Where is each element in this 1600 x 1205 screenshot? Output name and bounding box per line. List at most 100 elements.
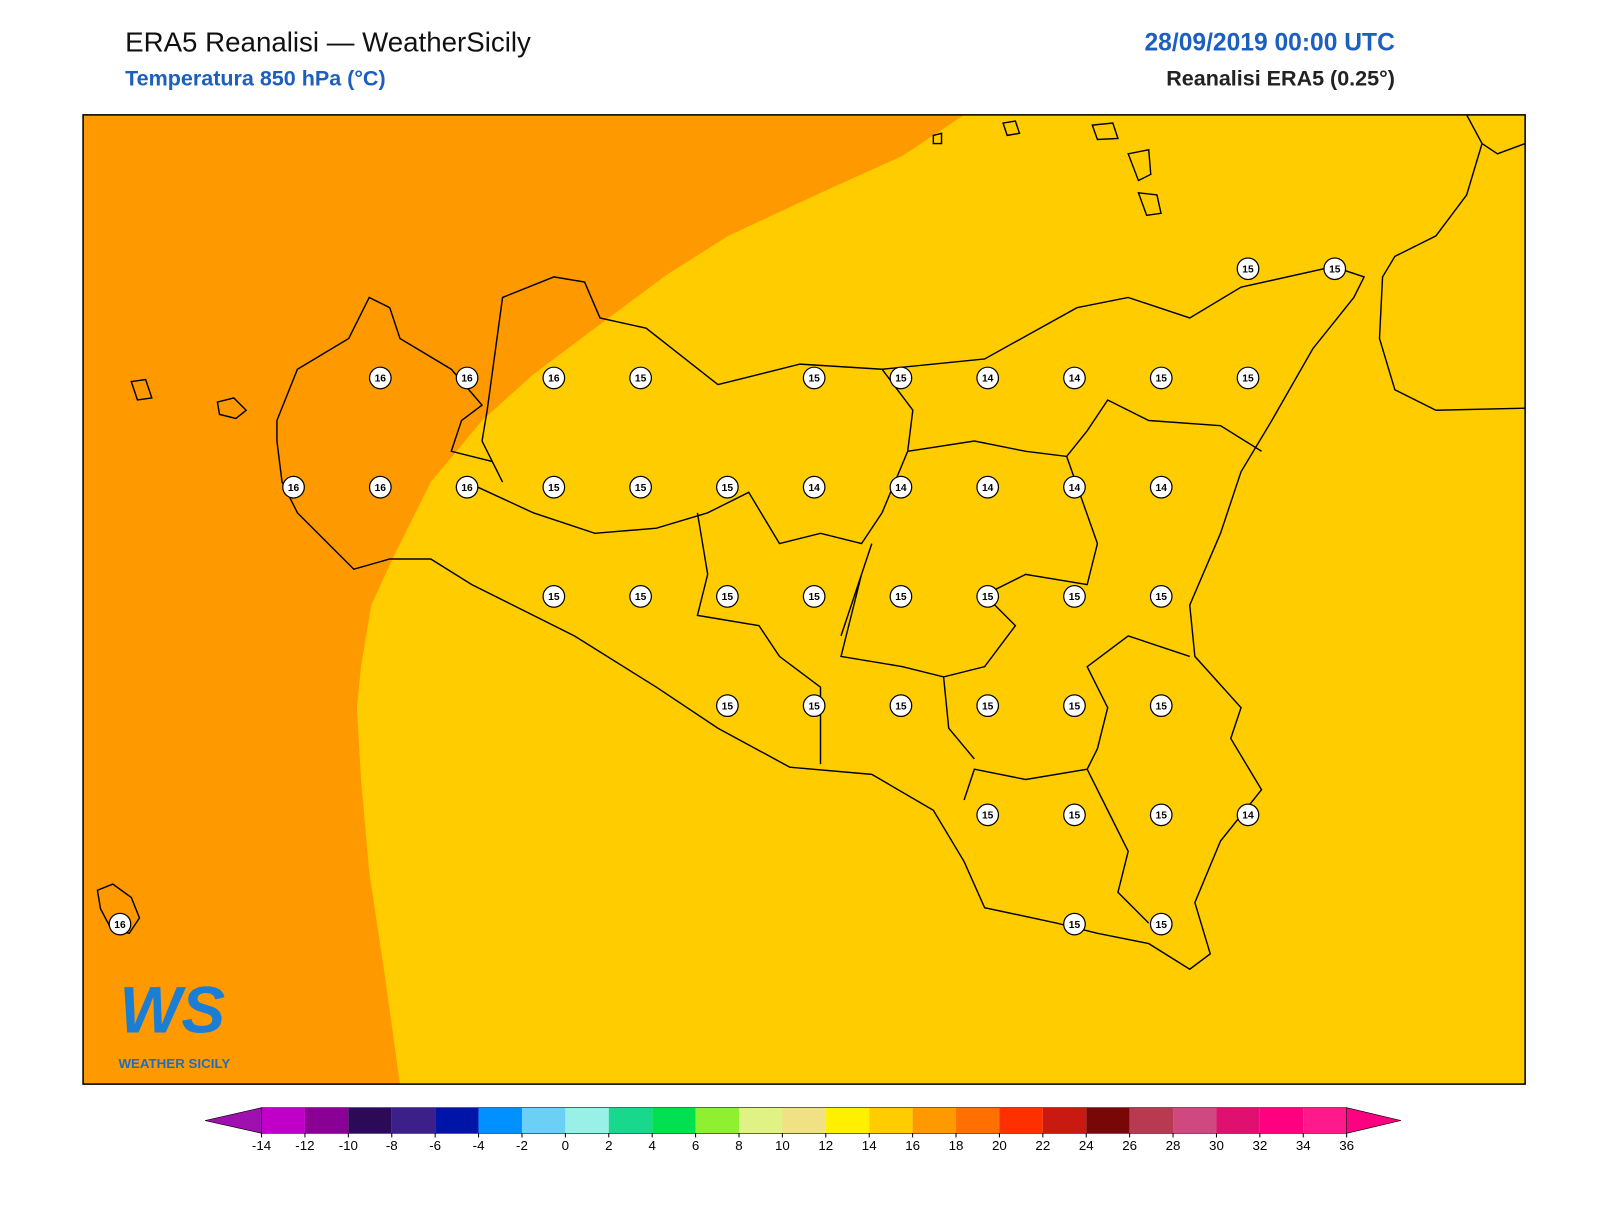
- station-marker: [889, 694, 913, 718]
- station-marker: [976, 803, 1000, 827]
- station-value: 14: [1069, 374, 1081, 385]
- station-marker: [1149, 585, 1173, 608]
- tick-label: -12: [295, 1138, 314, 1153]
- color-bin: [478, 1107, 522, 1134]
- color-bin: [695, 1107, 739, 1134]
- coastline: [276, 265, 1366, 971]
- station-value: 15: [1069, 811, 1081, 822]
- tick-label: 36: [1339, 1138, 1354, 1153]
- tick-label: 26: [1122, 1138, 1137, 1153]
- station-value: 16: [114, 920, 126, 931]
- station-marker: [455, 366, 479, 390]
- color-bin: [738, 1107, 783, 1134]
- tick-label: 0: [562, 1138, 569, 1153]
- color-bin: [608, 1107, 653, 1134]
- station-marker: [802, 694, 826, 718]
- tick-label: 16: [905, 1138, 920, 1153]
- color-bin: [304, 1107, 349, 1134]
- tick-label: 4: [648, 1138, 656, 1153]
- station-value: 15: [635, 483, 647, 494]
- station-marker: [542, 585, 566, 608]
- tick-label: -10: [339, 1138, 358, 1153]
- station-value: 16: [461, 374, 473, 385]
- color-bin: [565, 1107, 609, 1134]
- color-bin: [1216, 1107, 1260, 1134]
- station-marker: [802, 585, 826, 608]
- tick-label: 14: [862, 1138, 877, 1153]
- tick-label: 34: [1296, 1138, 1311, 1153]
- station-marker: [629, 585, 652, 608]
- station-value: 14: [895, 483, 907, 494]
- station-marker: [368, 475, 392, 499]
- tick-label: 12: [818, 1138, 833, 1153]
- station-marker: [1063, 694, 1086, 718]
- color-bin: [782, 1107, 826, 1134]
- station-marker: [716, 694, 739, 718]
- station-marker: [542, 366, 566, 390]
- color-bin: [1259, 1107, 1304, 1134]
- stations: 15 15 16 16 16 15 15 15 14 14 15 15 16 16 16 15 15 15 14 14…: [108, 257, 1347, 936]
- color-bin: [999, 1107, 1043, 1134]
- station-marker: [455, 475, 479, 499]
- station-marker: [1149, 366, 1173, 390]
- station-marker: [1149, 694, 1173, 718]
- calabria: [1378, 114, 1526, 411]
- station-value: 14: [1156, 483, 1168, 494]
- color-bin: [1129, 1107, 1174, 1134]
- title: ERA5 Reanalisi — WeatherSicily: [125, 26, 531, 57]
- tick-label: 8: [735, 1138, 742, 1153]
- station-value: 15: [1242, 264, 1254, 275]
- station-value: 15: [722, 701, 734, 712]
- tick-label: 24: [1079, 1138, 1094, 1153]
- station-value: 16: [375, 483, 387, 494]
- station-value: 15: [635, 592, 647, 603]
- station-value: 14: [808, 483, 820, 494]
- station-value: 15: [808, 374, 820, 385]
- tick-label: 32: [1252, 1138, 1267, 1153]
- color-bin: [1042, 1107, 1087, 1134]
- station-value: 15: [982, 701, 994, 712]
- station-marker: [1236, 366, 1260, 390]
- station-value: 15: [982, 811, 994, 822]
- station-value: 15: [808, 592, 820, 603]
- station-marker: [716, 585, 739, 608]
- color-bin: [1303, 1107, 1347, 1134]
- station-value: 15: [1242, 374, 1254, 385]
- date: 28/09/2019 00:00 UTC: [1144, 30, 1395, 57]
- station-value: 15: [1156, 701, 1168, 712]
- tick-label: -8: [386, 1138, 398, 1153]
- tick-label: 2: [605, 1138, 612, 1153]
- color-bin: [1173, 1107, 1217, 1134]
- station-marker: [1323, 257, 1347, 281]
- internal-borders: [466, 368, 1262, 924]
- station-marker: [1149, 803, 1173, 827]
- station-value: 15: [635, 374, 647, 385]
- station-value: 14: [1069, 483, 1081, 494]
- islands: [96, 120, 1162, 935]
- station-marker: [976, 475, 1000, 499]
- station-marker: [1149, 475, 1173, 499]
- station-marker: [542, 475, 566, 499]
- color-bin: [435, 1107, 479, 1134]
- logo-mark: WS: [119, 974, 225, 1047]
- extend-low: [205, 1107, 262, 1134]
- tick-label: 6: [692, 1138, 699, 1153]
- station-marker: [282, 475, 305, 499]
- station-value: 16: [461, 483, 473, 494]
- tick-label: -6: [429, 1138, 441, 1153]
- station-marker: [976, 366, 1000, 390]
- color-bin: [1086, 1107, 1130, 1134]
- extend-high: [1346, 1107, 1402, 1134]
- station-marker: [629, 366, 652, 390]
- station-value: 15: [548, 592, 560, 603]
- station-value: 15: [722, 483, 734, 494]
- color-bin: [391, 1107, 436, 1134]
- map-frame: [82, 114, 1526, 1085]
- station-value: 15: [808, 701, 820, 712]
- station-marker: [889, 475, 913, 499]
- station-value: 15: [1329, 264, 1341, 275]
- station-marker: [629, 475, 652, 499]
- station-value: 16: [548, 374, 560, 385]
- station-value: 15: [1069, 701, 1081, 712]
